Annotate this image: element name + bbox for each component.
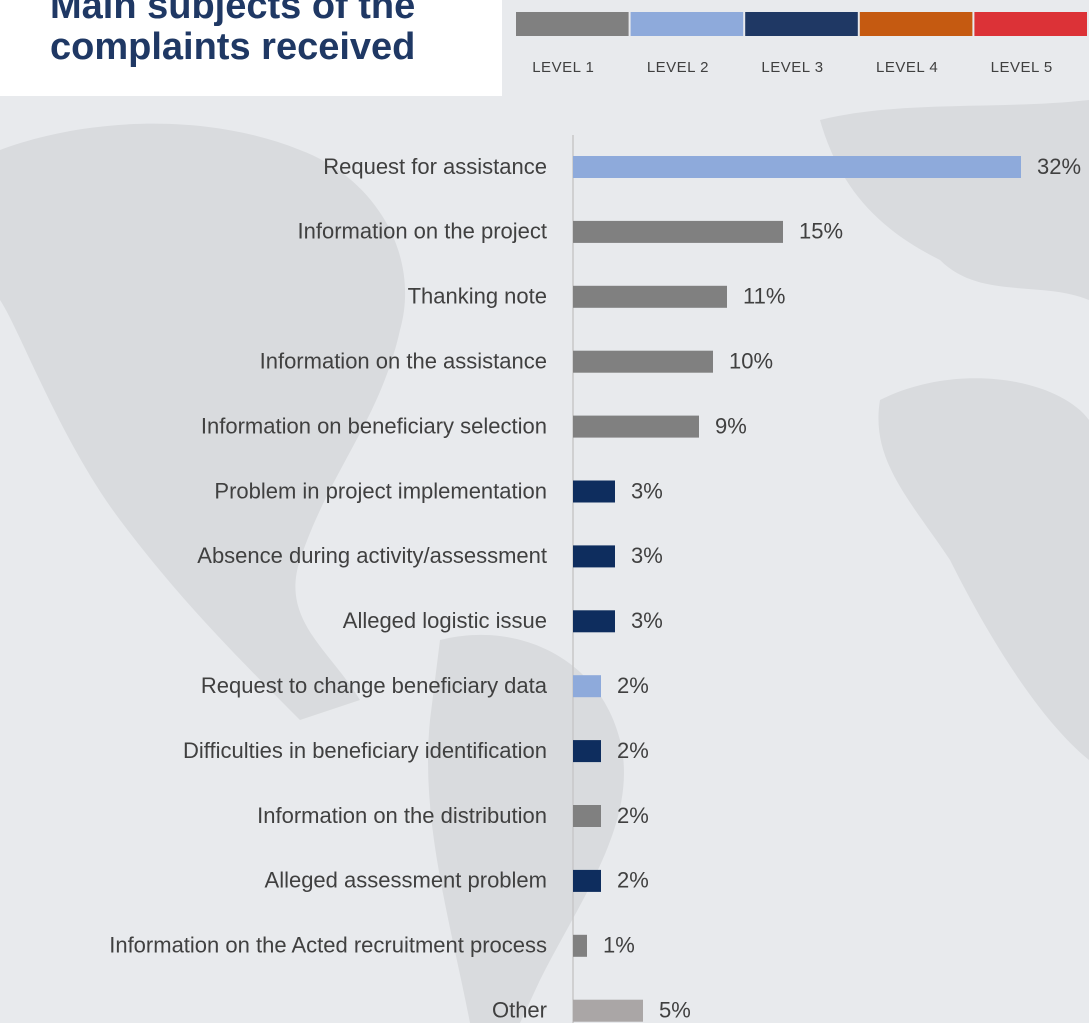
value-label: 15% [799, 219, 843, 244]
bar [573, 610, 615, 633]
category-label: Alleged logistic issue [343, 608, 547, 633]
category-label: Problem in project implementation [214, 478, 547, 503]
bar [573, 415, 699, 438]
legend-label: LEVEL 1 [532, 59, 594, 76]
chart-title: Main subjects of the complaints received [50, 0, 416, 68]
legend-label: LEVEL 5 [991, 59, 1053, 76]
bar [573, 805, 601, 827]
value-label: 3% [631, 608, 663, 633]
value-label: 3% [631, 478, 663, 503]
bar [573, 350, 713, 373]
legend-label: LEVEL 4 [876, 59, 938, 76]
bar [573, 999, 643, 1022]
bar [573, 545, 615, 568]
bar [573, 675, 601, 698]
category-label: Information on the project [298, 219, 547, 244]
bar [573, 934, 587, 957]
legend-label: LEVEL 2 [647, 59, 709, 76]
legend-swatch [745, 12, 858, 36]
value-label: 5% [659, 998, 691, 1023]
value-label: 2% [617, 868, 649, 893]
value-label: 2% [617, 738, 649, 763]
category-label: Information on beneficiary selection [201, 413, 547, 438]
value-label: 2% [617, 803, 649, 828]
legend-label: LEVEL 3 [761, 59, 823, 76]
map-background [0, 100, 1089, 1023]
bar [573, 156, 1021, 178]
bar [573, 480, 615, 503]
title-box: Main subjects of the complaints received [0, 0, 502, 96]
category-label: Information on the assistance [260, 349, 547, 374]
legend-swatch [974, 12, 1087, 36]
value-label: 3% [631, 543, 663, 568]
category-label: Alleged assessment problem [265, 868, 547, 893]
legend-swatch [630, 12, 744, 36]
value-label: 9% [715, 413, 747, 438]
bar [573, 285, 727, 308]
legend-swatch [859, 12, 973, 36]
category-label: Difficulties in beneficiary identificati… [183, 738, 547, 763]
category-label: Other [492, 998, 547, 1023]
category-label: Information on the distribution [257, 803, 547, 828]
category-label: Request for assistance [323, 154, 547, 179]
value-label: 32% [1037, 154, 1081, 179]
legend-swatch [516, 12, 629, 36]
category-label: Request to change beneficiary data [201, 673, 548, 698]
value-label: 1% [603, 933, 635, 958]
category-label: Thanking note [408, 284, 547, 309]
bar [573, 220, 783, 243]
bar [573, 740, 601, 763]
category-label: Information on the Acted recruitment pro… [109, 933, 547, 958]
value-label: 2% [617, 673, 649, 698]
category-label: Absence during activity/assessment [197, 543, 547, 568]
bar [573, 869, 601, 892]
value-label: 11% [743, 284, 785, 309]
value-label: 10% [729, 349, 773, 374]
